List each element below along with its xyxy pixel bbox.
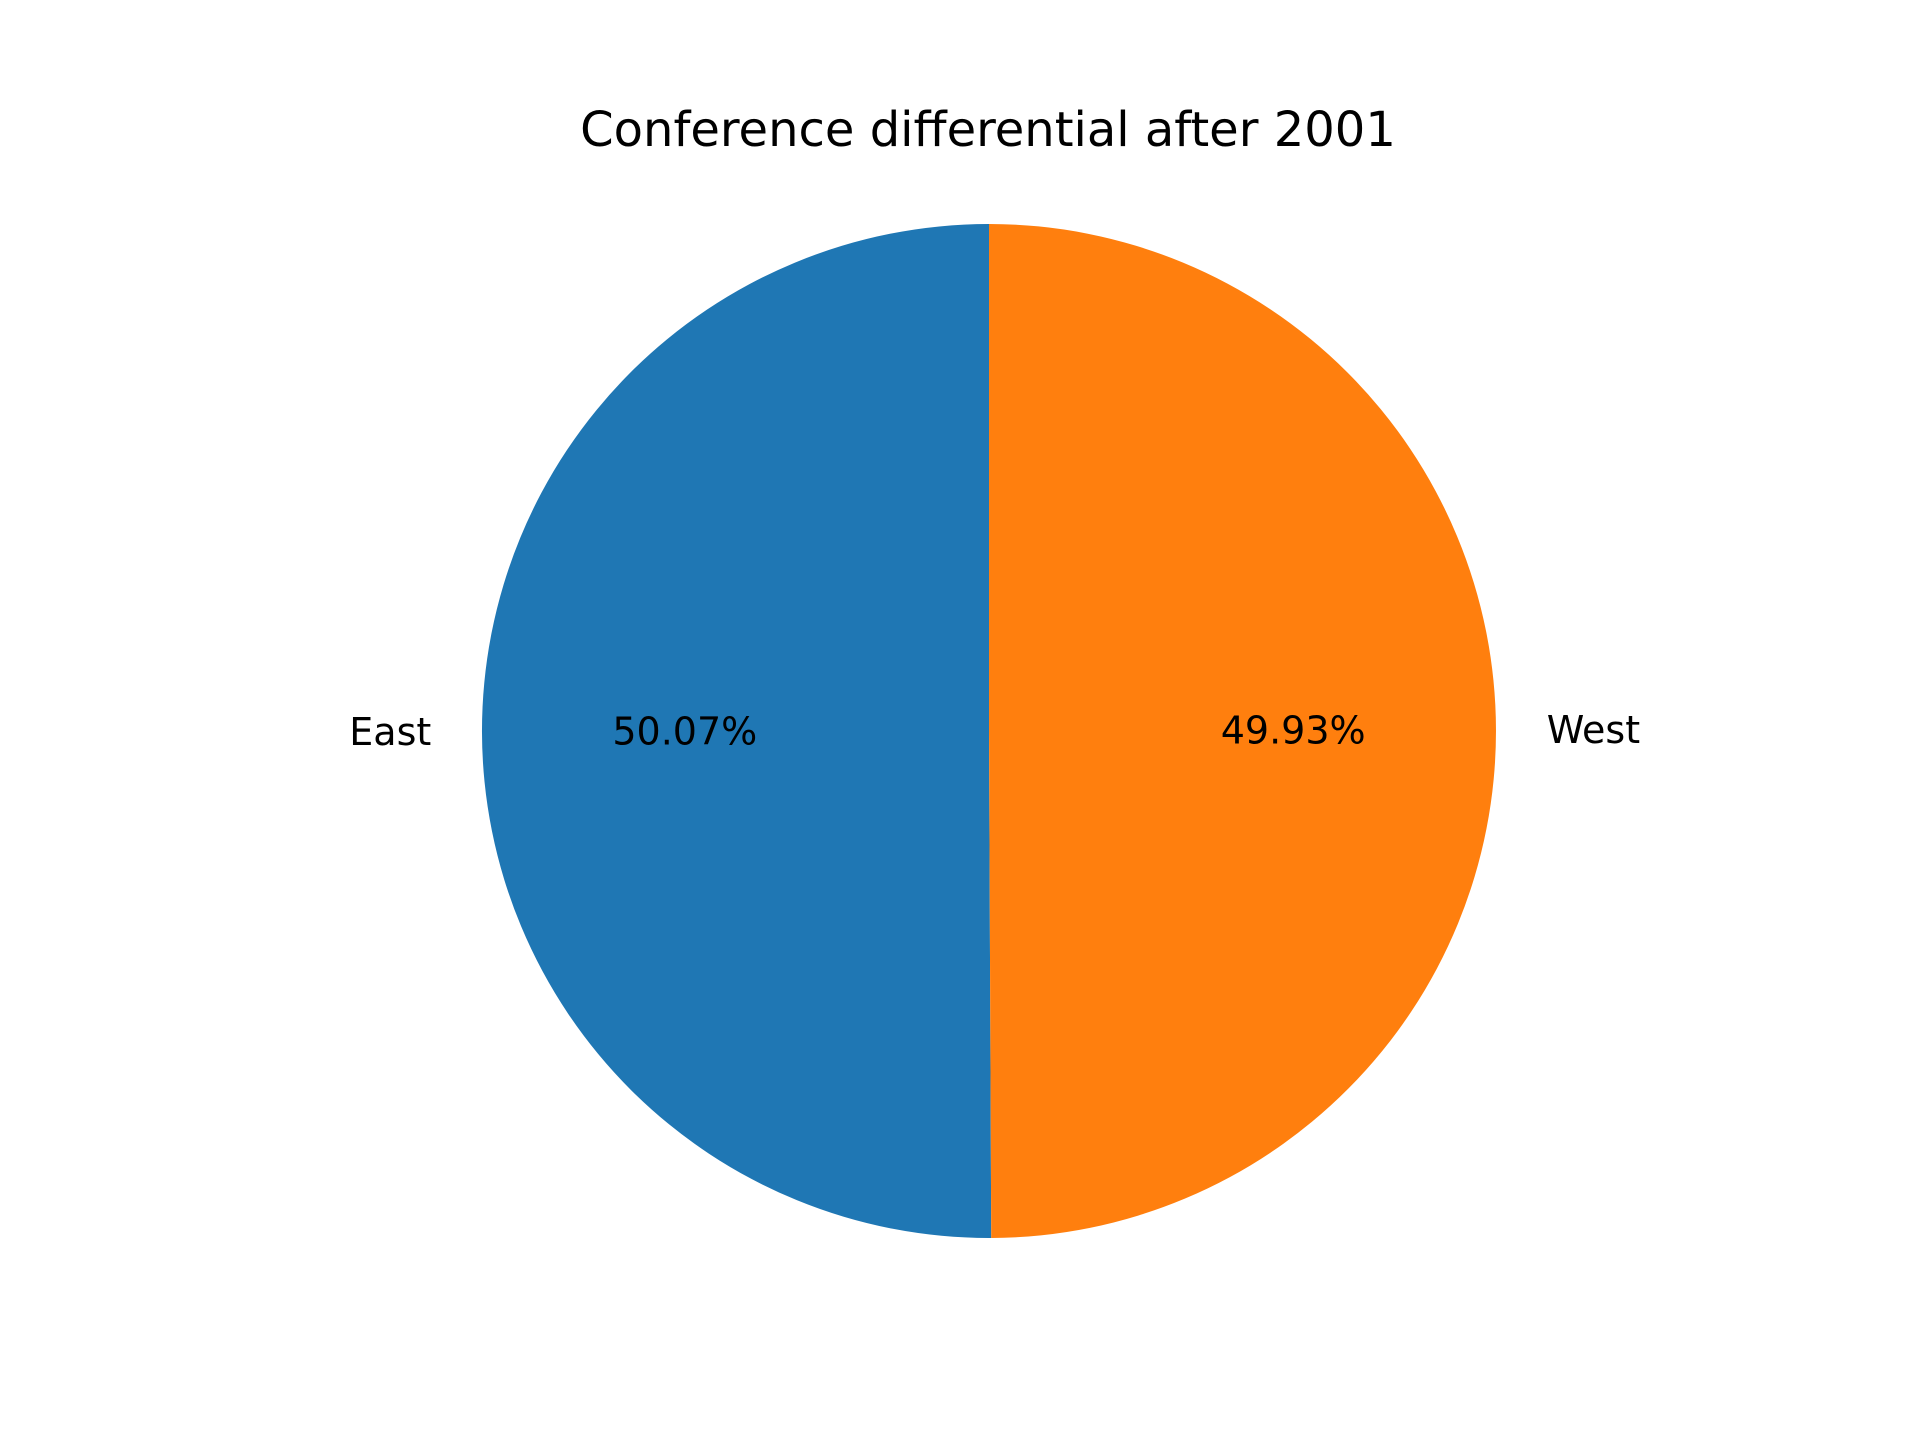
pie-slice-west [989,224,1496,1238]
pie-category-label-west: West [1547,708,1640,752]
pie-pct-label-east: 50.07% [612,710,757,754]
pie-category-label-east: East [349,710,431,754]
pie-slice-east [481,224,992,1239]
chart-title: Conference differential after 2001 [580,102,1396,158]
pie-pct-label-west: 49.93% [1221,708,1366,752]
